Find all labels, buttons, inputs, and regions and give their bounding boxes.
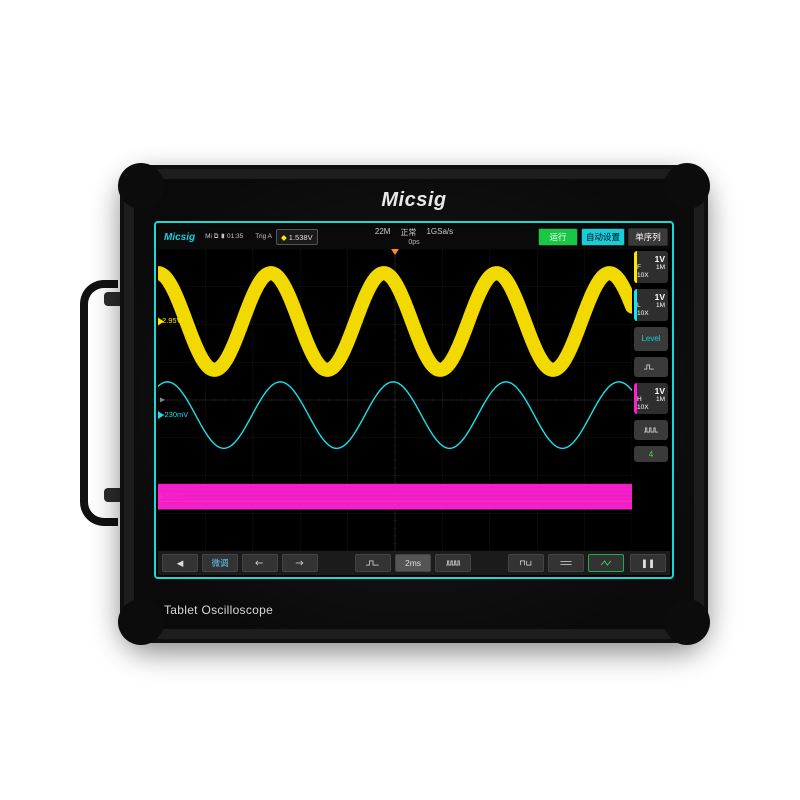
trigger-value-text: 1.538V	[289, 233, 313, 242]
nav-next-icon[interactable]	[282, 554, 318, 572]
system-status: Mi ⧉ ▮ 01:35	[205, 234, 243, 241]
ch3-tile[interactable]: 1V H 1M 10X	[634, 383, 668, 415]
waveform-plot[interactable]: ▸ 2.95V -230mV -2.86V	[158, 249, 632, 551]
trigger-level-button[interactable]: Level	[634, 327, 668, 351]
channel-side-panel: 1V F 1M 10X 1V L 1M	[632, 249, 670, 551]
ch3-level-readout: -2.86V	[160, 492, 186, 501]
product-label: Tablet Oscilloscope	[164, 603, 273, 617]
autoset-button[interactable]: 自动设置	[581, 228, 625, 246]
nav-prev-icon[interactable]	[242, 554, 278, 572]
hardware-brand: Micsig	[381, 189, 446, 212]
ch2-level-readout: -230mV	[160, 410, 190, 419]
tool-a-icon[interactable]	[508, 554, 544, 572]
single-seq-button[interactable]: 单序列	[628, 228, 668, 246]
ch2-coupling: L	[637, 302, 641, 310]
trigger-value[interactable]: ◆ 1.538V	[276, 229, 318, 245]
bottom-toolbar: ◀ 微调 2ms	[158, 551, 670, 575]
ch1-tile[interactable]: 1V F 1M 10X	[634, 251, 668, 283]
ch3-probe: 10X	[637, 404, 665, 412]
menu-caret-icon[interactable]: ▸	[160, 395, 165, 406]
ch1-level-readout: 2.95V	[160, 316, 184, 325]
acq-mode: 正常	[400, 227, 416, 238]
ch1-mem: 1M	[656, 264, 665, 272]
fine-adjust-button[interactable]: 微调	[202, 554, 238, 572]
ch3-mem: 1M	[656, 396, 665, 404]
mem-depth: 22M	[375, 227, 391, 238]
timebase-dec-alt[interactable]	[634, 357, 668, 377]
tablet-body: Micsig Tablet Oscilloscope Micsig Mi ⧉ ▮…	[120, 165, 708, 643]
ch2-probe: 10X	[637, 310, 665, 318]
timebase-value[interactable]: 2ms	[395, 554, 431, 572]
ch2-tile[interactable]: 1V L 1M 10X	[634, 289, 668, 321]
tool-b-icon[interactable]	[548, 554, 584, 572]
timebase-wide-icon[interactable]	[355, 554, 391, 572]
screen-bezel: Micsig Mi ⧉ ▮ 01:35 Trig A ◆ 1.538V 22M …	[154, 221, 674, 579]
quick-action-icon[interactable]	[588, 554, 624, 572]
ch2-mem: 1M	[656, 302, 665, 310]
software-logo: Micsig	[162, 232, 199, 243]
timebase-inc-alt[interactable]	[634, 420, 668, 440]
acquisition-readout: 22M 正常 1GSa/s 0ps	[375, 227, 453, 246]
timebase-narrow-icon[interactable]	[435, 554, 471, 572]
ch1-probe: 10X	[637, 272, 665, 280]
ch3-vdiv: 1V	[637, 386, 665, 396]
oscilloscope-screen[interactable]: Micsig Mi ⧉ ▮ 01:35 Trig A ◆ 1.538V 22M …	[158, 225, 670, 575]
sample-rate: 1GSa/s	[426, 227, 453, 238]
pause-icon[interactable]: ❚❚	[630, 554, 666, 572]
ch4-button[interactable]: 4	[634, 446, 668, 462]
ch2-vdiv: 1V	[637, 292, 665, 302]
run-button[interactable]: 运行	[538, 228, 578, 246]
chevron-left-icon[interactable]: ◀	[162, 554, 198, 572]
ch1-coupling: F	[637, 264, 641, 272]
ch1-vdiv: 1V	[637, 254, 665, 264]
ch3-coupling: H	[637, 396, 642, 404]
top-bar: Micsig Mi ⧉ ▮ 01:35 Trig A ◆ 1.538V 22M …	[158, 225, 670, 249]
time-offset: 0ps	[375, 239, 453, 246]
trigger-label: Trig A	[255, 234, 272, 241]
